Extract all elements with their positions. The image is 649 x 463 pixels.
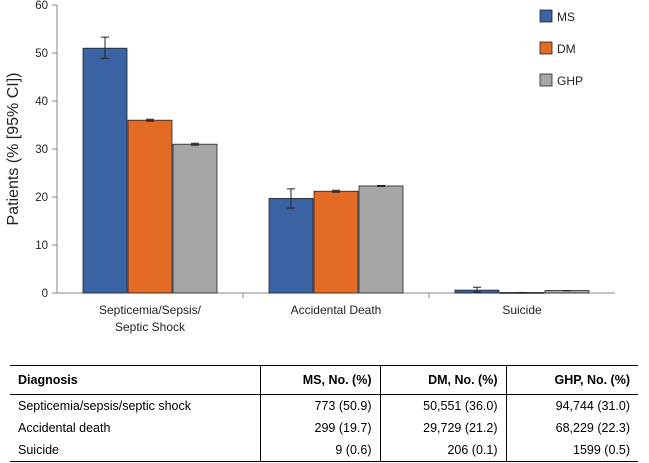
bar	[127, 119, 173, 294]
table-cell: Accidental death	[18, 421, 111, 435]
table-cell: 206 (0.1)	[379, 439, 506, 462]
legend-label: GHP	[557, 74, 583, 88]
table-cell: 773 (50.9)	[259, 394, 380, 417]
header-ms: MS, No. (%)	[259, 365, 380, 395]
y-tick-label: 20	[35, 192, 48, 204]
category-label: Septic Shock	[115, 320, 186, 334]
bar-chart: 0 10 20 30 40 50 60 Patients (% [95% CI]) Septic…	[5, 0, 615, 334]
category-label: Accidental Death	[291, 303, 382, 317]
table-cell: 1599 (0.5)	[505, 439, 638, 462]
legend-swatch	[539, 41, 553, 55]
table-row: Septicemia/sepsis/septic shock 773 (50.9…	[10, 394, 638, 417]
bar	[358, 185, 404, 294]
diagnosis-table: Diagnosis MS, No. (%) DM, No. (%) GHP, N…	[10, 365, 638, 462]
table-cell: 29,729 (21.2)	[379, 417, 506, 439]
table-row: Suicide 9 (0.6) 206 (0.1) 1599 (0.5)	[10, 439, 638, 462]
legend-label: MS	[557, 10, 575, 24]
table-row: Accidental death 299 (19.7) 29,729 (21.2…	[10, 417, 638, 439]
header-diagnosis: Diagnosis	[10, 365, 260, 395]
legend-swatch	[539, 9, 553, 23]
table-cell: Septicemia/sepsis/septic shock	[18, 399, 191, 413]
bar	[268, 198, 314, 294]
header-ghp: GHP, No. (%)	[505, 365, 638, 395]
category-label: Suicide	[502, 303, 542, 317]
header-dm: DM, No. (%)	[379, 365, 506, 395]
table-header-row: Diagnosis MS, No. (%) DM, No. (%) GHP, N…	[10, 365, 638, 395]
y-tick-label: 50	[35, 48, 48, 60]
table-cell: Suicide	[10, 439, 260, 462]
table-cell: 94,744 (31.0)	[505, 394, 638, 417]
y-tick-label: 60	[35, 0, 48, 12]
y-tick-label: 40	[35, 96, 48, 108]
table-cell: 50,551 (36.0)	[379, 394, 506, 417]
table-cell: 299 (19.7)	[259, 417, 380, 439]
bar	[82, 47, 128, 294]
bar	[172, 143, 218, 294]
legend-label: DM	[557, 42, 576, 56]
table-cell: 68,229 (22.3)	[505, 417, 638, 439]
y-tick-label: 10	[35, 240, 48, 252]
table-cell: 9 (0.6)	[259, 439, 380, 462]
category-label: Septicemia/Sepsis/	[99, 303, 202, 317]
y-axis-label: Patients (% [95% CI])	[5, 73, 22, 226]
y-tick-label: 0	[42, 288, 48, 300]
y-tick-label: 30	[35, 144, 48, 156]
legend-swatch	[539, 73, 553, 87]
bar	[313, 190, 359, 294]
